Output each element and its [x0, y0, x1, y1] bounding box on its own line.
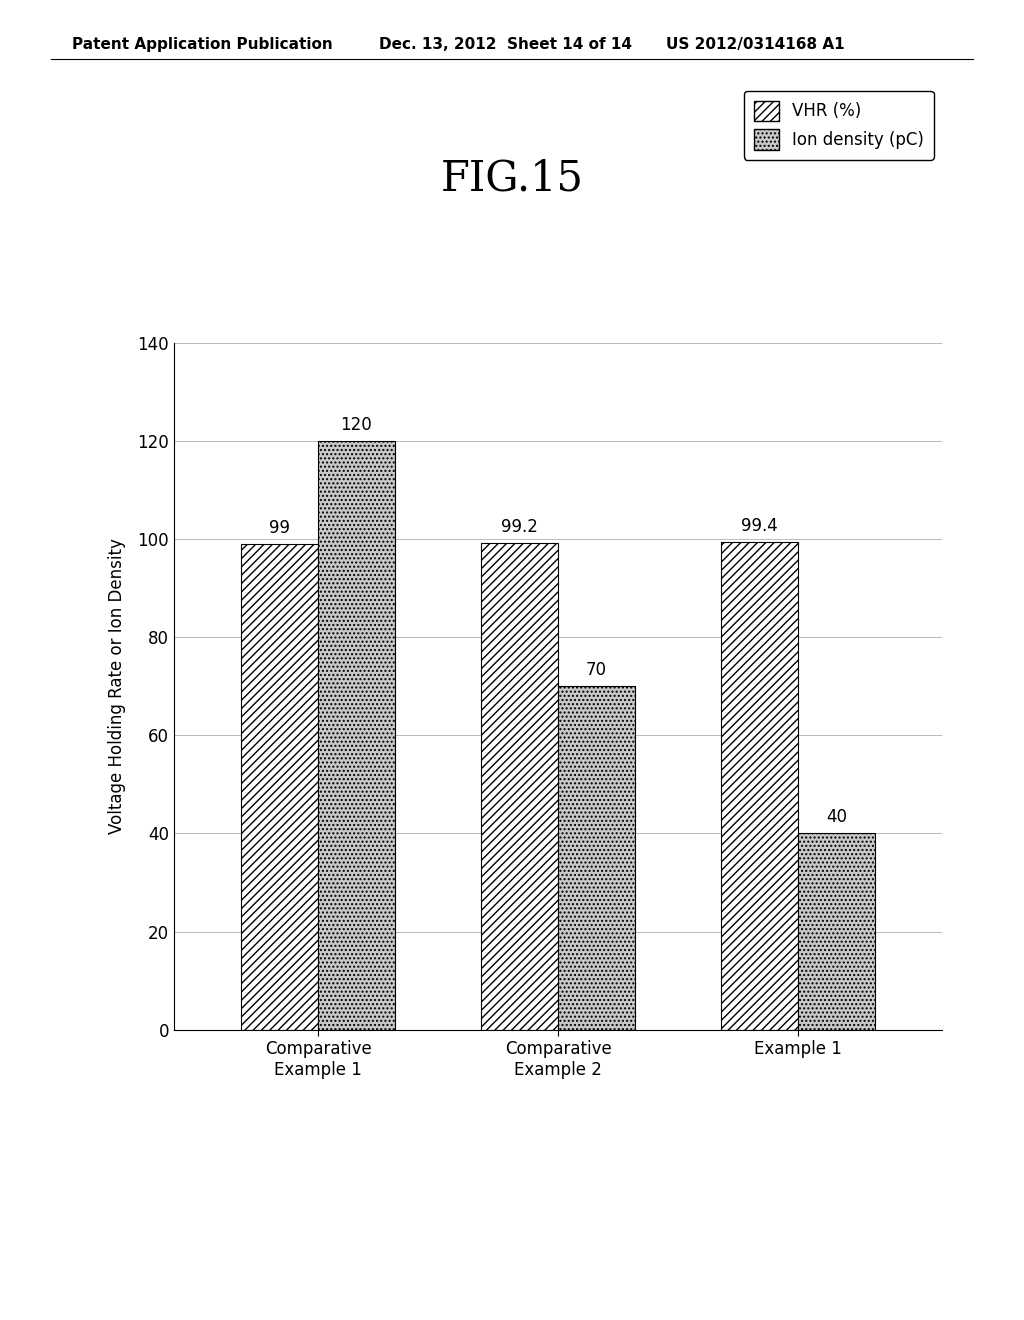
Text: 99: 99 — [269, 519, 290, 537]
Bar — [318, 441, 395, 1030]
Y-axis label: Voltage Holding Rate or Ion Density: Voltage Holding Rate or Ion Density — [109, 539, 126, 834]
Text: Patent Application Publication: Patent Application Publication — [72, 37, 333, 51]
Text: 40: 40 — [826, 808, 847, 826]
Text: US 2012/0314168 A1: US 2012/0314168 A1 — [666, 37, 844, 51]
Text: 120: 120 — [341, 416, 373, 434]
Bar — [242, 544, 318, 1030]
Bar — [481, 544, 558, 1030]
Text: 70: 70 — [586, 661, 607, 678]
Bar — [798, 833, 874, 1030]
Legend: VHR (%), Ion density (pC): VHR (%), Ion density (pC) — [743, 91, 934, 160]
Bar — [558, 686, 635, 1030]
Text: FIG.15: FIG.15 — [440, 157, 584, 199]
Text: Dec. 13, 2012  Sheet 14 of 14: Dec. 13, 2012 Sheet 14 of 14 — [379, 37, 632, 51]
Text: 99.2: 99.2 — [501, 517, 539, 536]
Text: 99.4: 99.4 — [741, 517, 778, 535]
Bar — [721, 543, 798, 1030]
